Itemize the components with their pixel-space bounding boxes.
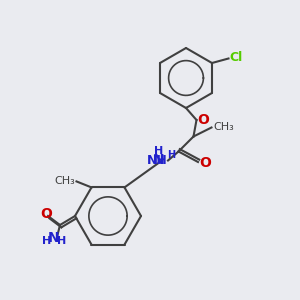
Text: H: H: [57, 236, 66, 246]
Text: NH: NH: [147, 154, 168, 167]
Text: CH₃: CH₃: [213, 122, 234, 133]
Text: O: O: [200, 156, 211, 170]
Text: O: O: [197, 113, 209, 127]
Text: N: N: [153, 154, 165, 167]
Text: N: N: [48, 230, 60, 244]
Text: Cl: Cl: [230, 51, 243, 64]
Text: H: H: [42, 236, 51, 246]
Text: H: H: [154, 146, 164, 157]
Text: O: O: [40, 208, 52, 221]
Text: H: H: [167, 149, 175, 160]
Text: CH₃: CH₃: [54, 176, 75, 185]
